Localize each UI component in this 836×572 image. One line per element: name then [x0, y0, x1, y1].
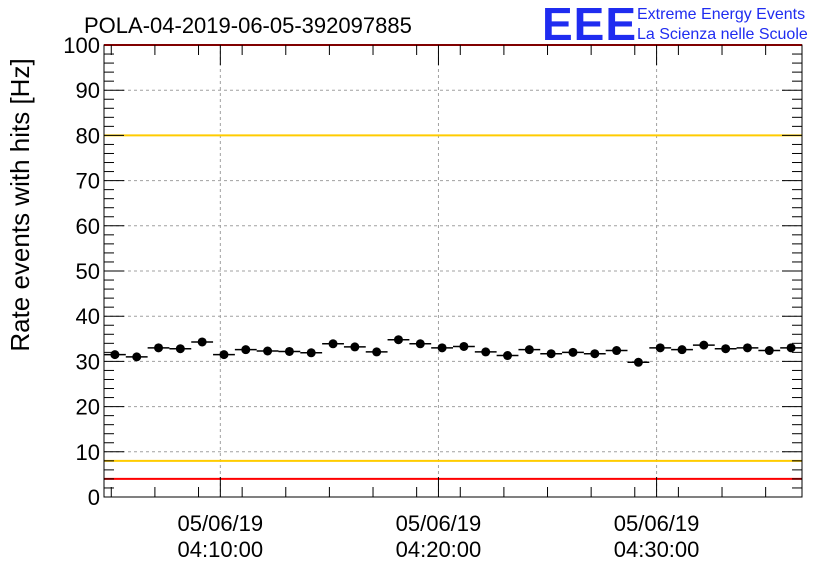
y-tick-label: 80: [76, 123, 100, 148]
y-tick-label: 70: [76, 169, 100, 194]
y-tick-label: 20: [76, 395, 100, 420]
logo-line-1: Extreme Energy Events: [637, 6, 805, 23]
data-point: [633, 357, 643, 367]
data-point: [306, 348, 316, 358]
data-point: [197, 337, 207, 347]
y-tick-label: 10: [76, 440, 100, 465]
y-axis: 0 10 20 30 40 50 60 70 80 90 100: [63, 33, 802, 510]
data-point: [328, 339, 338, 349]
x-tick-date-label: 05/06/19: [396, 511, 482, 536]
reference-lines: [104, 44, 802, 480]
data-point: [219, 350, 229, 360]
x-axis: 05/06/1904:10:0005/06/1904:20:0005/06/19…: [110, 45, 767, 562]
data-point: [110, 350, 120, 360]
data-point: [175, 344, 185, 354]
grid: [104, 45, 802, 497]
data-point: [764, 346, 774, 356]
x-tick-time-label: 04:20:00: [396, 537, 482, 562]
x-tick-time-label: 04:30:00: [614, 537, 700, 562]
data-point: [742, 343, 752, 353]
data-point: [241, 345, 251, 355]
data-point: [459, 341, 469, 351]
logo: EEE Extreme Energy Events La Scienza nel…: [542, 0, 808, 50]
data-point: [263, 346, 273, 356]
data-point: [481, 347, 491, 357]
y-axis-title: Rate events with hits [Hz]: [5, 58, 35, 351]
x-tick-time-label: 04:10:00: [178, 537, 264, 562]
data-point: [154, 343, 164, 353]
y-tick-label: 100: [63, 33, 100, 58]
data-point: [786, 343, 796, 353]
chart-title: POLA-04-2019-06-05-392097885: [84, 13, 412, 38]
logo-mark: EEE: [542, 0, 637, 50]
x-tick-date-label: 05/06/19: [614, 511, 700, 536]
y-tick-label: 40: [76, 304, 100, 329]
x-tick-date-label: 05/06/19: [178, 511, 264, 536]
data-point: [721, 344, 731, 354]
data-point: [524, 345, 534, 355]
data-point: [415, 339, 425, 349]
data-point: [677, 345, 687, 355]
data-points: [104, 335, 802, 367]
data-point: [568, 347, 578, 357]
data-point: [546, 349, 556, 359]
y-tick-label: 60: [76, 214, 100, 239]
data-point: [132, 352, 142, 362]
y-tick-label: 90: [76, 78, 100, 103]
data-point: [699, 340, 709, 350]
y-tick-label: 0: [88, 485, 100, 510]
y-tick-label: 50: [76, 259, 100, 284]
data-point: [372, 347, 382, 357]
data-point: [655, 343, 665, 353]
data-point: [590, 349, 600, 359]
logo-line-2: La Scienza nelle Scuole: [637, 26, 808, 43]
y-tick-label: 30: [76, 349, 100, 374]
data-point: [284, 346, 294, 356]
data-point: [437, 343, 447, 353]
data-point: [503, 351, 513, 361]
data-point: [612, 346, 622, 356]
data-point: [393, 335, 403, 345]
data-point: [350, 342, 360, 352]
